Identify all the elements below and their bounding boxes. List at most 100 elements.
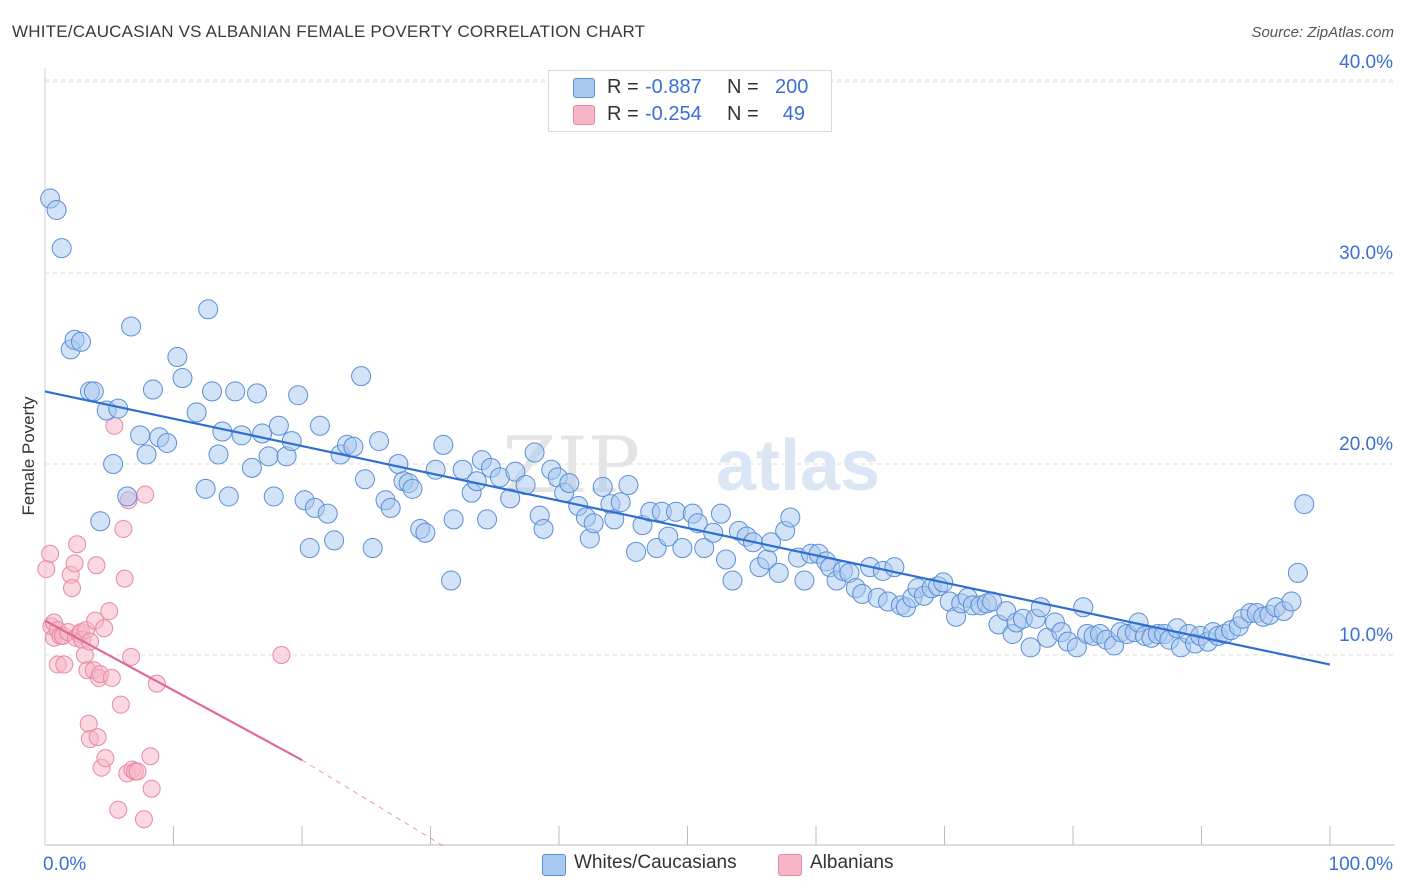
- whites-point: [130, 425, 151, 446]
- albanians-point: [62, 579, 81, 598]
- bottom-legend: Whites/Caucasians Albanians: [0, 852, 1406, 878]
- legend-r-value: -0.887: [645, 76, 702, 98]
- whites-point: [241, 457, 262, 478]
- y-tick-label: 30.0%: [1339, 243, 1393, 264]
- whites-point: [218, 486, 239, 507]
- whites-point: [524, 442, 545, 463]
- x-tick-label: 100.0%: [1329, 854, 1394, 875]
- whites-point: [362, 538, 383, 559]
- whites-point: [477, 509, 498, 530]
- albanians-point: [114, 519, 133, 538]
- whites-point: [247, 383, 268, 404]
- whites-point: [83, 381, 104, 402]
- whites-point: [694, 538, 715, 559]
- whites-point: [559, 473, 580, 494]
- whites-point: [415, 522, 436, 543]
- albanians-point: [37, 560, 56, 579]
- bottom-legend-swatch-albanians: [778, 854, 802, 876]
- legend-r-label: R =: [607, 76, 639, 98]
- whites-trend-line: [44, 390, 1331, 666]
- y-tick-label: 10.0%: [1339, 625, 1393, 646]
- chart-source: Source: ZipAtlas.com: [1251, 24, 1394, 41]
- whites-point: [443, 509, 464, 530]
- whites-point: [288, 385, 309, 406]
- whites-point: [198, 299, 219, 320]
- albanians-trend-line: [44, 619, 303, 762]
- whites-point: [225, 381, 246, 402]
- bottom-legend-swatch-whites: [542, 854, 566, 876]
- legend-r-value: -0.254: [645, 103, 702, 125]
- whites-point: [90, 511, 111, 532]
- whites-point: [172, 368, 193, 389]
- whites-points: [40, 188, 1315, 658]
- legend-n-label: N =: [727, 103, 759, 125]
- trend-lines: [44, 390, 1331, 847]
- whites-point: [1294, 494, 1315, 515]
- whites-point: [433, 434, 454, 455]
- albanians-point: [88, 728, 107, 747]
- whites-point: [317, 503, 338, 524]
- whites-point: [103, 454, 124, 474]
- whites-point: [687, 513, 708, 534]
- whites-point: [780, 507, 801, 528]
- albanians-point: [55, 655, 74, 674]
- whites-point: [268, 415, 289, 436]
- whites-point: [604, 509, 625, 530]
- watermark-atlas: atlas: [716, 426, 880, 506]
- whites-point: [380, 497, 401, 518]
- legend-swatch-whites: [573, 78, 595, 98]
- whites-point: [533, 518, 554, 539]
- albanians-point: [41, 544, 60, 563]
- whites-point: [202, 381, 223, 402]
- albanians-point: [65, 554, 84, 573]
- legend-r-label: R =: [607, 103, 639, 125]
- whites-point: [583, 513, 604, 534]
- legend-n-label: N =: [727, 76, 759, 98]
- albanians-point: [87, 556, 106, 575]
- whites-point: [716, 549, 737, 570]
- albanians-point: [122, 647, 141, 666]
- legend-swatch-albanians: [573, 105, 595, 125]
- albanians-point: [141, 747, 160, 766]
- whites-point: [722, 570, 743, 591]
- whites-point: [1281, 591, 1302, 612]
- legend-row-whites: R = -0.887 N = 200: [549, 75, 829, 101]
- whites-point: [281, 431, 302, 452]
- albanians-point: [109, 800, 128, 819]
- bottom-legend-label-whites: Whites/Caucasians: [574, 852, 737, 873]
- whites-point: [136, 444, 157, 465]
- whites-point: [299, 538, 320, 559]
- albanians-point: [100, 602, 119, 621]
- albanians-point: [136, 485, 155, 504]
- albanians-point: [142, 779, 161, 798]
- whites-point: [500, 488, 521, 509]
- whites-point: [592, 476, 613, 497]
- whites-point: [324, 530, 345, 551]
- whites-point: [505, 461, 526, 482]
- whites-point: [51, 238, 72, 259]
- whites-point: [441, 570, 462, 591]
- whites-point: [610, 492, 631, 513]
- whites-point: [665, 501, 686, 522]
- y-tick-label: 20.0%: [1339, 434, 1393, 455]
- whites-point: [1066, 637, 1087, 658]
- whites-point: [658, 526, 679, 547]
- whites-point: [142, 379, 163, 400]
- whites-point: [768, 562, 789, 583]
- whites-point: [263, 486, 284, 507]
- whites-point: [1020, 637, 1041, 658]
- whites-point: [258, 446, 279, 467]
- whites-point: [672, 538, 693, 559]
- whites-point: [70, 331, 91, 352]
- albanians-point: [68, 535, 87, 554]
- legend-row-albanians: R = -0.254 N = 49: [549, 102, 829, 128]
- whites-point: [343, 436, 364, 457]
- albanians-point: [115, 569, 134, 588]
- albanians-point: [96, 749, 115, 768]
- albanians-point: [272, 646, 291, 664]
- whites-point: [309, 415, 330, 436]
- whites-point: [208, 444, 229, 465]
- whites-point: [121, 316, 142, 337]
- whites-point: [710, 503, 731, 524]
